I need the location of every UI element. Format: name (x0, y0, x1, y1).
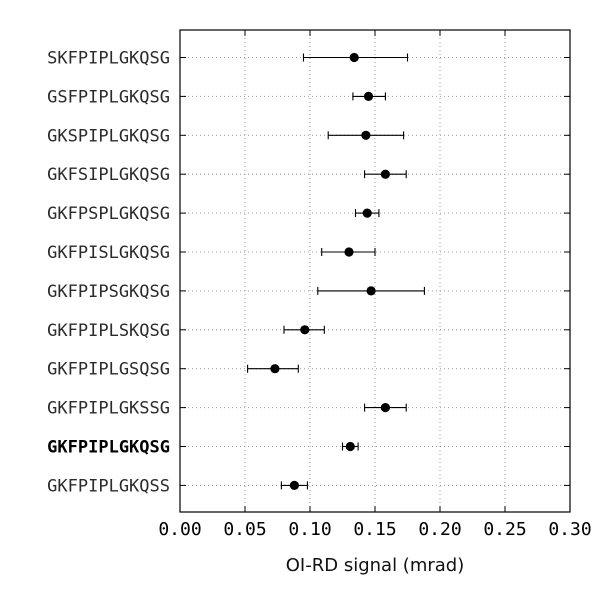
x-tick-label: 0.00 (158, 519, 201, 540)
data-point (366, 286, 376, 296)
category-label: GKFPIPLGKSSG (47, 399, 170, 419)
x-tick-label: 0.10 (288, 519, 331, 540)
category-label: GKFSIPLGKQSG (47, 165, 170, 185)
x-tick-label: 0.05 (223, 519, 266, 540)
data-point (380, 169, 390, 179)
category-label: GKFPIPLGKQSS (47, 476, 170, 496)
category-label: GKFPIPSGKQSG (47, 282, 170, 302)
data-point (363, 91, 374, 101)
category-label: SKFPIPLGKQSG (47, 49, 170, 69)
category-label: GSFPIPLGKQSG (47, 87, 170, 107)
x-tick-label: 0.15 (353, 519, 396, 540)
data-points (270, 52, 390, 490)
category-labels: SKFPIPLGKQSG GSFPIPLGKQSG GKSPIPLGKQSG GKFS… (47, 49, 170, 497)
data-point (300, 325, 310, 335)
x-tick-label: 0.25 (483, 519, 526, 540)
category-label: GKFPSPLGKQSG (47, 204, 170, 224)
x-axis-title: OI-RD signal (mrad) (286, 555, 464, 576)
category-label: GKFPISLGKQSG (47, 243, 170, 263)
category-label: GKSPIPLGKQSG (47, 126, 170, 146)
x-tick-label: 0.30 (548, 519, 591, 540)
data-point (345, 441, 355, 452)
data-point (362, 208, 372, 218)
error-bars (247, 53, 425, 490)
x-axis-ticks: 0.00 0.05 0.10 0.15 0.20 0.25 0.30 (158, 30, 592, 540)
category-label: GKFPIPLGSQSG (47, 360, 170, 380)
data-point (344, 247, 354, 257)
data-point (361, 130, 371, 140)
category-label: GKFPIPLGKQSG (47, 438, 170, 458)
category-label: GKFPIPLSKQSG (47, 321, 170, 341)
data-point (380, 403, 390, 413)
data-point (349, 52, 359, 63)
data-point (289, 480, 299, 490)
data-point (270, 364, 280, 374)
grid-lines (180, 30, 570, 512)
x-tick-label: 0.20 (418, 519, 461, 540)
